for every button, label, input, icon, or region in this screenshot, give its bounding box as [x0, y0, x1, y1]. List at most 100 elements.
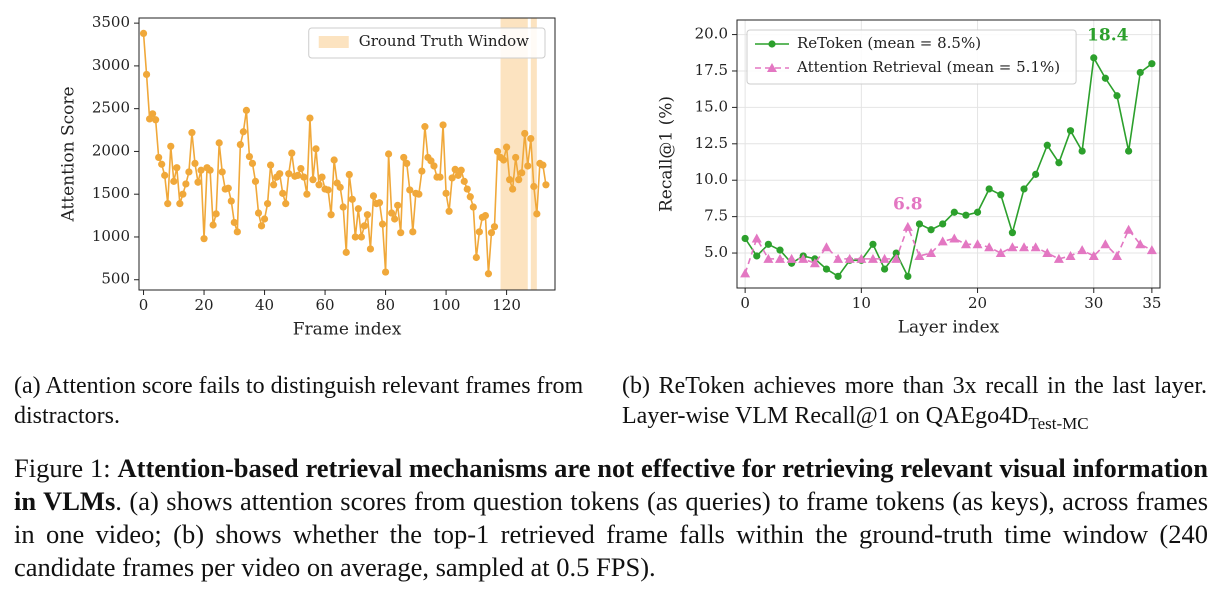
marker	[469, 203, 477, 211]
marker	[200, 235, 208, 243]
marker	[152, 116, 160, 124]
marker	[267, 161, 275, 169]
value-label: 18.4	[1087, 25, 1129, 45]
marker	[960, 239, 971, 249]
x-tick-label: 80	[376, 296, 395, 314]
x-tick-label: 40	[255, 296, 274, 314]
legend: ReToken (mean = 8.5%) Attention Retrieval…	[746, 29, 1077, 85]
marker	[753, 252, 761, 260]
marker	[421, 123, 429, 131]
caption-label: Figure 1:	[14, 453, 111, 483]
marker	[822, 265, 831, 273]
marker	[242, 106, 251, 114]
marker	[1043, 141, 1051, 149]
marker	[227, 197, 235, 205]
marker	[215, 139, 223, 147]
marker	[776, 246, 784, 254]
marker	[288, 149, 296, 157]
marker	[270, 181, 278, 189]
y-axis-label: Recall@1 (%)	[657, 96, 677, 212]
marker	[833, 253, 844, 263]
marker	[218, 168, 226, 176]
marker	[403, 159, 411, 168]
marker	[385, 150, 393, 158]
marker	[1135, 239, 1146, 249]
marker	[487, 229, 496, 237]
marker	[167, 142, 175, 150]
marker	[348, 195, 356, 203]
legend-label: Ground Truth Window	[359, 32, 529, 50]
series-line	[142, 33, 547, 274]
y-axis-label: Attention Score	[59, 86, 79, 222]
marker	[997, 191, 1005, 199]
marker	[230, 218, 238, 227]
marker	[764, 240, 772, 248]
marker	[445, 207, 453, 215]
marker	[949, 233, 960, 243]
marker	[502, 143, 511, 151]
marker	[179, 190, 187, 198]
marker	[155, 153, 163, 162]
x-tick-label: 20	[195, 296, 214, 314]
marker	[1146, 245, 1157, 255]
y-tick-label: 7.5	[704, 207, 728, 225]
marker	[457, 166, 465, 174]
marker	[527, 135, 535, 143]
marker	[904, 272, 912, 280]
marker	[1101, 74, 1109, 82]
x-tick-label: 30	[1084, 294, 1103, 312]
marker	[466, 193, 474, 201]
marker	[1077, 245, 1088, 255]
marker	[856, 253, 867, 263]
marker	[518, 169, 526, 177]
marker	[1090, 54, 1098, 62]
marker	[294, 171, 302, 179]
x-tick-label: 35	[1142, 294, 1161, 312]
marker	[1066, 127, 1075, 135]
marker	[763, 253, 774, 263]
y-tick-label: 2000	[92, 141, 130, 159]
y-tick-label: 500	[101, 270, 130, 288]
marker	[360, 222, 368, 230]
series-line	[744, 224, 1153, 274]
marker	[351, 233, 359, 241]
marker	[260, 215, 269, 223]
marker	[415, 190, 423, 198]
marker	[499, 156, 508, 164]
marker	[1007, 242, 1018, 252]
marker	[209, 221, 217, 229]
marker	[149, 110, 157, 118]
marker	[212, 210, 220, 218]
plot-frame	[138, 17, 556, 291]
marker	[394, 201, 402, 209]
marker	[879, 253, 890, 263]
marker	[363, 211, 372, 219]
marker	[357, 233, 365, 241]
marker	[339, 203, 347, 211]
marker	[939, 220, 947, 228]
marker	[303, 190, 311, 198]
marker	[927, 226, 935, 234]
y-tick-label: 17.5	[695, 61, 728, 79]
marker	[892, 249, 900, 257]
marker	[533, 210, 541, 218]
marker	[170, 177, 178, 185]
legend-marker	[767, 63, 777, 72]
y-tick-label: 12.5	[695, 134, 728, 152]
marker	[542, 181, 550, 189]
marker	[798, 253, 809, 263]
marker	[191, 159, 199, 168]
marker	[484, 270, 493, 278]
marker	[512, 153, 520, 162]
x-tick-label: 0	[740, 294, 750, 312]
marker	[962, 211, 970, 219]
caption-text: . (a) shows attention scores from questi…	[14, 486, 1209, 582]
marker	[751, 233, 762, 243]
marker	[330, 156, 338, 164]
marker	[521, 129, 529, 138]
marker	[1042, 248, 1053, 258]
marker	[1078, 147, 1086, 155]
marker	[263, 200, 272, 208]
